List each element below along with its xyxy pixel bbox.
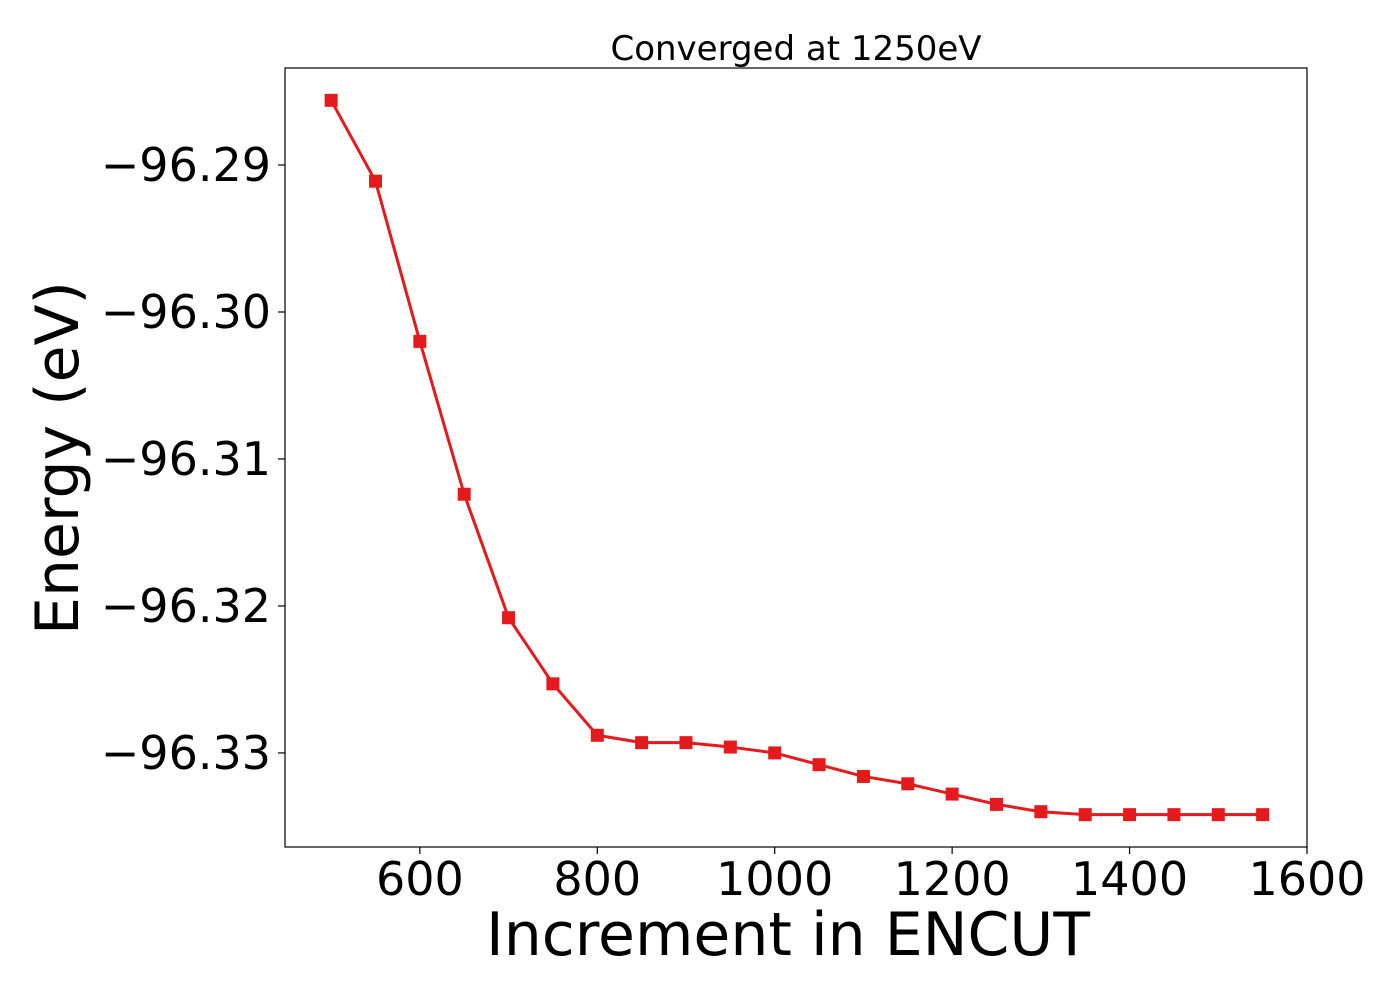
data-point-marker bbox=[1256, 808, 1270, 822]
data-point-marker bbox=[679, 736, 693, 750]
data-point-marker bbox=[901, 777, 915, 791]
data-point-marker bbox=[502, 611, 516, 625]
data-point-marker bbox=[368, 174, 382, 188]
y-tick-label: −96.31 bbox=[101, 432, 271, 486]
data-point-marker bbox=[590, 728, 604, 742]
plot-area-frame bbox=[284, 67, 1308, 848]
data-point-marker bbox=[723, 740, 737, 754]
data-point-marker bbox=[1123, 808, 1137, 822]
data-point-marker bbox=[812, 758, 826, 772]
data-point-marker bbox=[413, 334, 427, 348]
data-point-marker bbox=[324, 93, 338, 107]
y-tick-label: −96.32 bbox=[101, 579, 271, 633]
x-axis-label: Increment in ENCUT bbox=[486, 900, 1090, 970]
data-point-marker bbox=[1034, 805, 1048, 819]
y-tick-label: −96.29 bbox=[101, 138, 271, 192]
y-tick-label: −96.30 bbox=[101, 285, 271, 339]
series-line bbox=[329, 99, 1263, 817]
data-point-marker bbox=[1078, 808, 1092, 822]
x-tick-label: 1000 bbox=[716, 852, 833, 906]
data-point-marker bbox=[546, 677, 560, 691]
y-axis-ticks: −96.29 −96.30 −96.31 −96.32 −96.33 bbox=[101, 138, 285, 780]
x-tick-label: 1200 bbox=[894, 852, 1011, 906]
chart-title: Converged at 1250eV bbox=[610, 29, 981, 69]
data-point-marker bbox=[457, 487, 471, 501]
series-layer bbox=[324, 93, 1270, 822]
data-point-marker bbox=[945, 787, 959, 801]
x-tick-label: 1400 bbox=[1071, 852, 1188, 906]
data-point-marker bbox=[990, 797, 1003, 811]
y-axis-label: Energy (eV) bbox=[23, 281, 93, 635]
y-tick-label: −96.33 bbox=[101, 726, 271, 780]
data-point-marker bbox=[768, 746, 782, 760]
data-point-marker bbox=[856, 769, 870, 783]
data-point-marker bbox=[1167, 808, 1181, 822]
x-tick-label: 800 bbox=[553, 852, 641, 906]
data-point-marker bbox=[635, 736, 649, 750]
data-point-marker bbox=[1211, 808, 1225, 822]
x-tick-label: 600 bbox=[376, 852, 464, 906]
x-tick-label: 1600 bbox=[1248, 852, 1365, 906]
x-axis-ticks: 600 800 1000 1200 1400 1600 bbox=[376, 847, 1366, 906]
